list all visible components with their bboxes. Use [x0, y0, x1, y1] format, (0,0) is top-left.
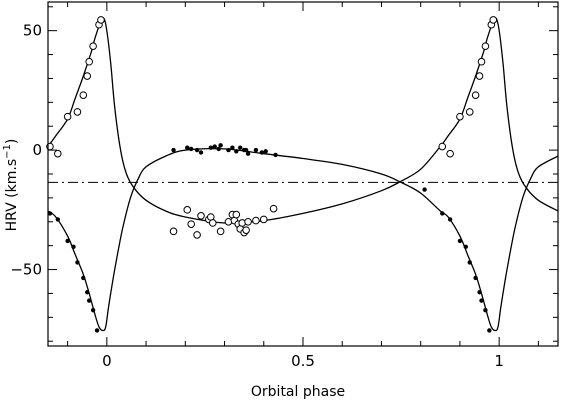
y-tick-label: 0 [32, 141, 42, 159]
open-point-10 [169, 227, 178, 236]
filled-point-36 [473, 275, 478, 281]
open-point-14 [197, 212, 205, 220]
open-point-36 [471, 91, 480, 99]
x-tick-label: 1 [494, 352, 504, 370]
x-tick-label: 0 [102, 352, 112, 370]
filled-point-32 [447, 217, 453, 222]
open-point-39 [481, 42, 490, 50]
filled-point-13 [194, 147, 200, 153]
axis-tick-labels: 0 0.5 1 50 0 −50 [10, 22, 504, 370]
open-point-17 [208, 219, 217, 227]
y-tick-label: −50 [10, 261, 42, 279]
filled-point-33 [457, 238, 463, 244]
filled-point-25 [245, 151, 251, 156]
filled-point-31 [440, 211, 445, 216]
open-point-34 [456, 112, 464, 121]
filled-point-39 [483, 307, 488, 313]
filled-point-22 [238, 145, 243, 150]
open-point-12 [187, 220, 195, 228]
filled-point-8 [90, 307, 96, 313]
filled-point-27 [259, 150, 265, 155]
filled-point-2 [65, 238, 70, 244]
open-point-35 [465, 108, 474, 116]
filled-point-1 [55, 217, 61, 222]
open-point-4 [79, 91, 88, 99]
open-point-3 [73, 108, 82, 116]
y-axis-title: HRV (km.s−1) [2, 139, 20, 232]
y-axis-title-text: HRV (km.s [4, 159, 20, 231]
filled-point-34 [463, 244, 469, 250]
open-point-2 [63, 112, 72, 121]
filled-point-9 [94, 328, 100, 333]
filled-point-14 [198, 150, 204, 155]
axis-ticks [48, 2, 558, 346]
filled-point-26 [253, 147, 259, 153]
open-point-41 [489, 16, 498, 24]
x-axis-title: Orbital phase [251, 384, 345, 400]
open-point-1 [54, 149, 62, 158]
open-point-18 [216, 227, 225, 236]
open-point-29 [252, 216, 260, 225]
y-tick-label: 50 [23, 22, 42, 40]
filled-point-18 [218, 143, 223, 148]
open-point-9 [97, 16, 105, 24]
open-point-22 [232, 210, 241, 219]
open-point-38 [477, 57, 486, 66]
y-axis-title-superscript: −1 [2, 144, 13, 159]
filled-point-6 [85, 290, 90, 295]
open-point-33 [446, 149, 454, 158]
velocity-curve-1 [48, 17, 558, 224]
filled-point-37 [477, 290, 482, 295]
filled-point-21 [234, 149, 239, 154]
open-point-11 [183, 206, 192, 214]
velocity-curve-2 [48, 148, 558, 332]
filled-point-30 [422, 187, 427, 192]
filled-point-7 [86, 298, 92, 303]
open-point-28 [244, 217, 252, 226]
filled-point-20 [230, 145, 235, 150]
filled-point-0 [47, 211, 53, 216]
filled-point-10 [171, 147, 176, 153]
y-axis-title-close: ) [4, 139, 20, 144]
x-tick-label: 0.5 [291, 352, 315, 370]
filled-point-11 [185, 145, 190, 150]
filled-point-5 [81, 275, 86, 281]
filled-point-4 [75, 260, 80, 265]
open-point-6 [85, 57, 93, 66]
filled-point-40 [487, 328, 492, 333]
filled-point-24 [243, 147, 249, 153]
filled-point-3 [71, 244, 76, 250]
open-point-32 [438, 142, 447, 151]
open-point-31 [269, 204, 278, 213]
filled-point-19 [226, 147, 231, 153]
filled-point-29 [273, 152, 278, 158]
filled-point-16 [212, 144, 217, 149]
open-point-7 [89, 42, 97, 50]
open-point-30 [259, 215, 268, 224]
filled-point-17 [216, 146, 221, 152]
open-point-13 [193, 231, 201, 239]
data-points [46, 16, 498, 333]
filled-point-35 [467, 260, 472, 265]
filled-point-12 [188, 146, 194, 152]
open-point-37 [475, 72, 484, 80]
open-point-27 [242, 226, 250, 234]
filled-point-15 [208, 145, 214, 150]
filled-point-28 [263, 149, 268, 154]
filled-point-38 [479, 298, 484, 303]
open-point-5 [83, 72, 92, 80]
